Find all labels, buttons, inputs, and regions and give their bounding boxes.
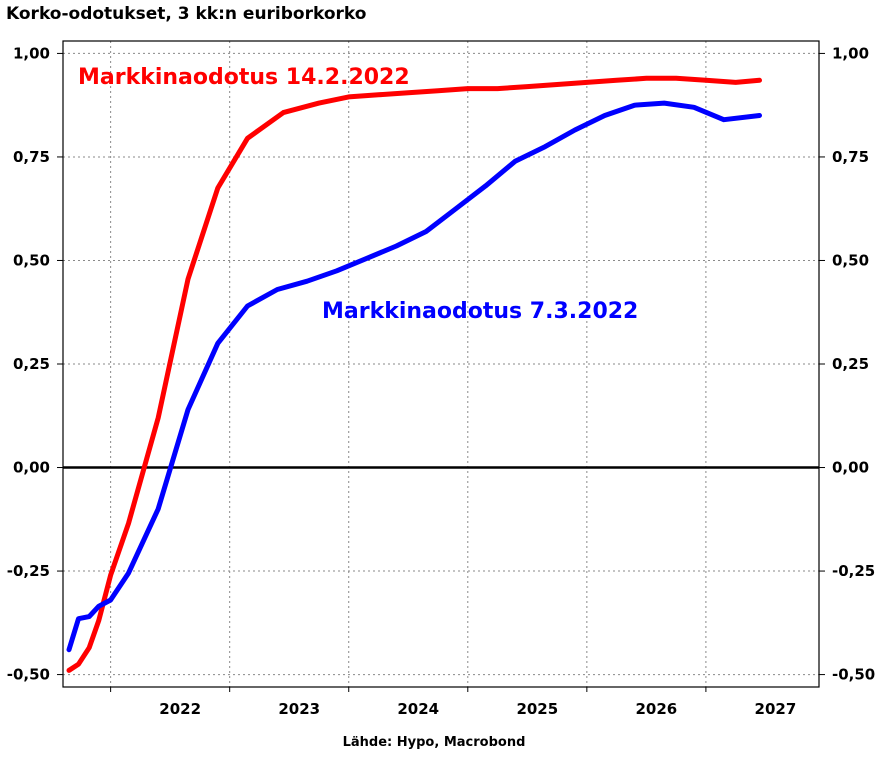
y-tick-label-left: -0,25 bbox=[7, 562, 50, 580]
x-tick-label: 2027 bbox=[755, 700, 797, 718]
tick-layer bbox=[57, 52, 825, 692]
y-tick-label-left: 0,75 bbox=[13, 148, 50, 166]
y-tick-label-right: 0,25 bbox=[832, 355, 869, 373]
x-tick-label: 2024 bbox=[397, 700, 439, 718]
y-tick-label-left: 1,00 bbox=[13, 44, 50, 62]
y-tick-label-right: 0,00 bbox=[832, 459, 869, 477]
series-layer bbox=[66, 75, 762, 673]
y-tick-label-right: -0,50 bbox=[832, 666, 875, 684]
series-label-2: Markkinaodotus 7.3.2022 bbox=[322, 299, 638, 324]
grid-layer bbox=[63, 41, 819, 687]
series-line-2 bbox=[66, 100, 762, 653]
y-tick-label-left: -0,50 bbox=[7, 666, 50, 684]
y-tick-label-left: 0,25 bbox=[13, 355, 50, 373]
x-tick-label: 2023 bbox=[278, 700, 320, 718]
y-tick-label-right: 1,00 bbox=[832, 44, 869, 62]
y-tick-label-left: 0,50 bbox=[13, 251, 50, 269]
y-tick-label-right: 0,75 bbox=[832, 148, 869, 166]
x-tick-label: 2026 bbox=[635, 700, 677, 718]
chart-title: Korko-odotukset, 3 kk:n euriborkorko bbox=[6, 4, 367, 24]
source-label: Lähde: Hypo, Macrobond bbox=[343, 735, 526, 750]
series-label-1: Markkinaodotus 14.2.2022 bbox=[78, 65, 410, 90]
y-tick-label-right: -0,25 bbox=[832, 562, 875, 580]
x-tick-label: 2025 bbox=[516, 700, 558, 718]
series-line-1 bbox=[66, 75, 762, 673]
x-tick-label: 2022 bbox=[159, 700, 201, 718]
y-tick-label-left: 0,00 bbox=[13, 459, 50, 477]
label-layer: 2022 2023 2024 2025 2026 2027 -0,50 -0,50 -0,25 -… bbox=[7, 44, 876, 718]
y-tick-label-right: 0,50 bbox=[832, 251, 869, 269]
